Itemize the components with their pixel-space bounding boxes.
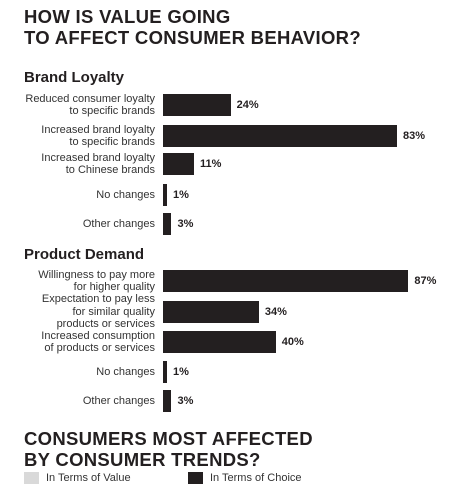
bar [163, 125, 398, 147]
legend-item-value: In Terms of Value [24, 472, 131, 484]
category-label-line: No changes [96, 188, 155, 201]
category-label: Other changes [0, 395, 155, 408]
bar [163, 184, 167, 206]
bar-value-label: 3% [177, 218, 194, 230]
bar [163, 301, 259, 323]
legend-swatch-value [24, 472, 39, 484]
bar [163, 153, 195, 175]
category-label-line: Increased consumption [41, 329, 155, 342]
category-label-line: No changes [96, 365, 155, 378]
category-label-line: Increased brand loyalty [41, 123, 155, 136]
category-label-line: Increased brand loyalty [41, 151, 155, 164]
secondary-title-line-1: CONSUMERS MOST AFFECTED [24, 428, 313, 449]
category-label: Increased brand loyalty to specific brand… [0, 124, 155, 149]
legend-label-choice: In Terms of Choice [210, 472, 302, 484]
bar [163, 361, 167, 383]
category-label-line: Expectation to pay less [41, 293, 155, 306]
category-label-line: of products or services [44, 342, 155, 354]
category-label: No changes [0, 366, 155, 379]
category-label-line: to specific brands [69, 105, 155, 117]
category-label-line: Other changes [82, 394, 155, 407]
bar-value-label: 1% [173, 189, 189, 201]
category-label-line: to Chinese brands [65, 164, 155, 176]
category-label-line: Other changes [82, 217, 155, 230]
bar [163, 390, 172, 412]
brand-loyalty-heading: Brand Loyalty [24, 69, 125, 86]
category-label-line: Reduced consumer loyalty [25, 92, 155, 105]
bar [163, 331, 276, 353]
category-label: Increased consumption of products or serv… [0, 330, 155, 355]
legend-swatch-choice [188, 472, 203, 484]
category-label: Increased brand loyalty to Chinese brands [0, 152, 155, 177]
bar [163, 94, 231, 116]
category-label: Other changes [0, 218, 155, 231]
legend-item-choice: In Terms of Choice [188, 472, 302, 484]
secondary-title-line-2: BY CONSUMER TRENDS? [24, 449, 261, 470]
category-label: Expectation to pay less for similar quali… [0, 293, 155, 331]
bar-value-label: 87% [414, 275, 437, 287]
main-title-line-2: TO AFFECT CONSUMER BEHAVIOR? [24, 27, 361, 48]
legend-label-value: In Terms of Value [46, 472, 131, 484]
bar-value-label: 83% [403, 130, 426, 142]
category-label-line: Willingness to pay more [38, 268, 155, 281]
bar-value-label: 24% [236, 99, 259, 111]
main-title: HOW IS VALUE GOING TO AFFECT CONSUMER BE… [24, 6, 361, 48]
main-title-line-1: HOW IS VALUE GOING [24, 6, 231, 27]
bar-value-label: 11% [200, 158, 222, 170]
product-demand-heading: Product Demand [24, 246, 145, 263]
category-label-line: for similar quality [72, 305, 155, 318]
secondary-title: CONSUMERS MOST AFFECTED BY CONSUMER TREN… [24, 428, 313, 470]
category-label: Willingness to pay more for higher qualit… [0, 269, 155, 294]
category-label: Reduced consumer loyalty to specific bran… [0, 93, 155, 118]
bar-value-label: 1% [173, 366, 189, 378]
bar [163, 270, 409, 292]
bar-value-label: 3% [177, 395, 194, 407]
bar [163, 213, 172, 235]
category-label-line: to specific brands [69, 136, 155, 148]
category-label: No changes [0, 189, 155, 202]
bar-value-label: 34% [264, 306, 287, 318]
category-label-line: products or services [56, 318, 155, 331]
category-label-line: for higher quality [73, 281, 155, 293]
bar-value-label: 40% [281, 336, 304, 348]
